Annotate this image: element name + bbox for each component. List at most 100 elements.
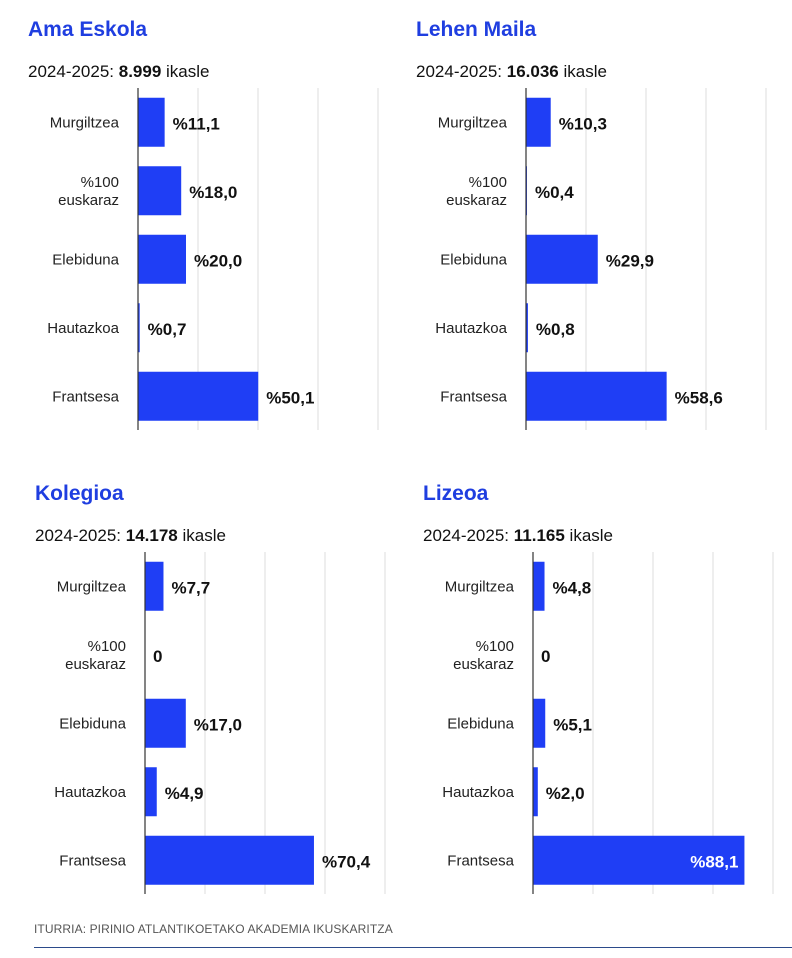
data-label: %20,0 — [194, 251, 242, 270]
bar — [145, 767, 157, 817]
panel-title: Lizeoa — [423, 482, 489, 505]
data-label: %50,1 — [266, 388, 314, 407]
category-label-line: Murgiltzea — [50, 114, 120, 131]
bar-chart: Murgiltzea %10,3 %100 euskaraz %0,4 Elebiduna… — [435, 88, 767, 430]
category-label: Elebiduna — [447, 715, 514, 732]
data-label: %0,7 — [148, 320, 187, 339]
panel-subtitle: 2024-2025: 8.999 ikasle — [28, 62, 209, 82]
category-label: Frantsesa — [440, 388, 507, 405]
panel-subtitle: 2024-2025: 11.165 ikasle — [423, 526, 613, 546]
bar-chart: Murgiltzea %7,7 %100 euskaraz 0 Elebiduna %17,… — [54, 552, 386, 894]
subtitle-prefix: 2024-2025: — [416, 62, 507, 81]
bar — [526, 303, 528, 353]
category-label: Hautazkoa — [442, 784, 514, 801]
chart-panel: Ama Eskola 2024-2025: 8.999 ikasle Murgi… — [28, 18, 398, 438]
category-label: Murgiltzea — [445, 578, 515, 595]
bar — [138, 234, 186, 284]
category-label-line: Frantsesa — [447, 852, 514, 869]
data-label: 0 — [153, 647, 162, 666]
bar — [526, 234, 598, 284]
panel-title: Lehen Maila — [416, 18, 537, 41]
category-label: Hautazkoa — [54, 784, 126, 801]
category-label-line: euskaraz — [446, 192, 507, 209]
category-label-line: Frantsesa — [440, 388, 507, 405]
category-label: Frantsesa — [59, 852, 126, 869]
category-label: Frantsesa — [447, 852, 514, 869]
category-label: %100 euskaraz — [65, 638, 126, 673]
panel-title: Ama Eskola — [28, 18, 148, 41]
bar — [145, 835, 314, 885]
data-label: %11,1 — [173, 114, 220, 133]
category-label-line: %100 — [469, 174, 507, 191]
category-label-line: %100 — [81, 174, 119, 191]
category-label-line: Elebiduna — [52, 251, 119, 268]
category-label-line: Elebiduna — [59, 715, 126, 732]
category-label: Hautazkoa — [435, 320, 507, 337]
bar — [138, 303, 140, 353]
subtitle-suffix: ikasle — [177, 526, 226, 545]
panel-title: Kolegioa — [35, 482, 124, 505]
data-label: %5,1 — [553, 715, 592, 734]
category-label: Murgiltzea — [438, 114, 508, 131]
data-label: %10,3 — [559, 114, 607, 133]
bar-chart: Murgiltzea %11,1 %100 euskaraz %18,0 Elebidun… — [47, 88, 379, 430]
category-label-line: Hautazkoa — [442, 784, 514, 801]
data-label: %4,9 — [165, 784, 204, 803]
data-label: %2,0 — [546, 784, 585, 803]
category-label-line: euskaraz — [58, 192, 119, 209]
category-label-line: euskaraz — [65, 656, 126, 673]
bar — [138, 371, 259, 421]
data-label: 0 — [541, 647, 550, 666]
category-label-line: Hautazkoa — [435, 320, 507, 337]
data-label: %4,8 — [553, 578, 592, 597]
category-label-line: Hautazkoa — [54, 784, 126, 801]
category-label: Elebiduna — [52, 251, 119, 268]
subtitle-suffix: ikasle — [558, 62, 607, 81]
data-label: %29,9 — [606, 251, 654, 270]
bar — [533, 835, 745, 885]
category-label: Murgiltzea — [50, 114, 120, 131]
category-label-line: Murgiltzea — [445, 578, 515, 595]
data-label: %7,7 — [171, 578, 210, 597]
category-label: Elebiduna — [440, 251, 507, 268]
subtitle-suffix: ikasle — [161, 62, 210, 81]
student-count: 14.178 — [125, 526, 178, 545]
category-label-line: Murgiltzea — [57, 578, 127, 595]
bar — [145, 698, 186, 748]
category-label: %100 euskaraz — [58, 174, 119, 209]
student-count: 11.165 — [513, 526, 565, 545]
bar — [138, 166, 182, 216]
bar — [138, 97, 165, 147]
subtitle-suffix: ikasle — [564, 526, 613, 545]
data-label: %70,4 — [322, 852, 371, 871]
subtitle-prefix: 2024-2025: — [35, 526, 126, 545]
bar-chart: Murgiltzea %4,8 %100 euskaraz 0 Elebiduna %5,1… — [442, 552, 774, 894]
data-label: %0,8 — [536, 320, 575, 339]
category-label-line: %100 — [476, 638, 514, 655]
category-label: %100 euskaraz — [453, 638, 514, 673]
category-label-line: Murgiltzea — [438, 114, 508, 131]
category-label-line: Elebiduna — [440, 251, 507, 268]
bar — [533, 561, 545, 611]
panel-subtitle: 2024-2025: 16.036 ikasle — [416, 62, 607, 82]
subtitle-prefix: 2024-2025: — [423, 526, 514, 545]
bar — [526, 371, 667, 421]
category-label: Murgiltzea — [57, 578, 127, 595]
student-count: 8.999 — [118, 62, 162, 81]
bar — [145, 561, 164, 611]
bar — [533, 767, 538, 817]
chart-panel: Lizeoa 2024-2025: 11.165 ikasle Murgiltz… — [423, 482, 792, 902]
category-label-line: Frantsesa — [52, 388, 119, 405]
data-label: %18,0 — [189, 183, 237, 202]
chart-panel: Kolegioa 2024-2025: 14.178 ikasle Murgil… — [35, 482, 405, 902]
category-label-line: %100 — [88, 638, 126, 655]
source-note: ITURRIA: PIRINIO ATLANTIKOETAKO AKADEMIA… — [34, 922, 393, 936]
category-label-line: euskaraz — [453, 656, 514, 673]
category-label-line: Frantsesa — [59, 852, 126, 869]
subtitle-prefix: 2024-2025: — [28, 62, 119, 81]
category-label-line: Elebiduna — [447, 715, 514, 732]
data-label: %17,0 — [194, 715, 242, 734]
category-label: %100 euskaraz — [446, 174, 507, 209]
category-label: Frantsesa — [52, 388, 119, 405]
bar — [526, 97, 551, 147]
